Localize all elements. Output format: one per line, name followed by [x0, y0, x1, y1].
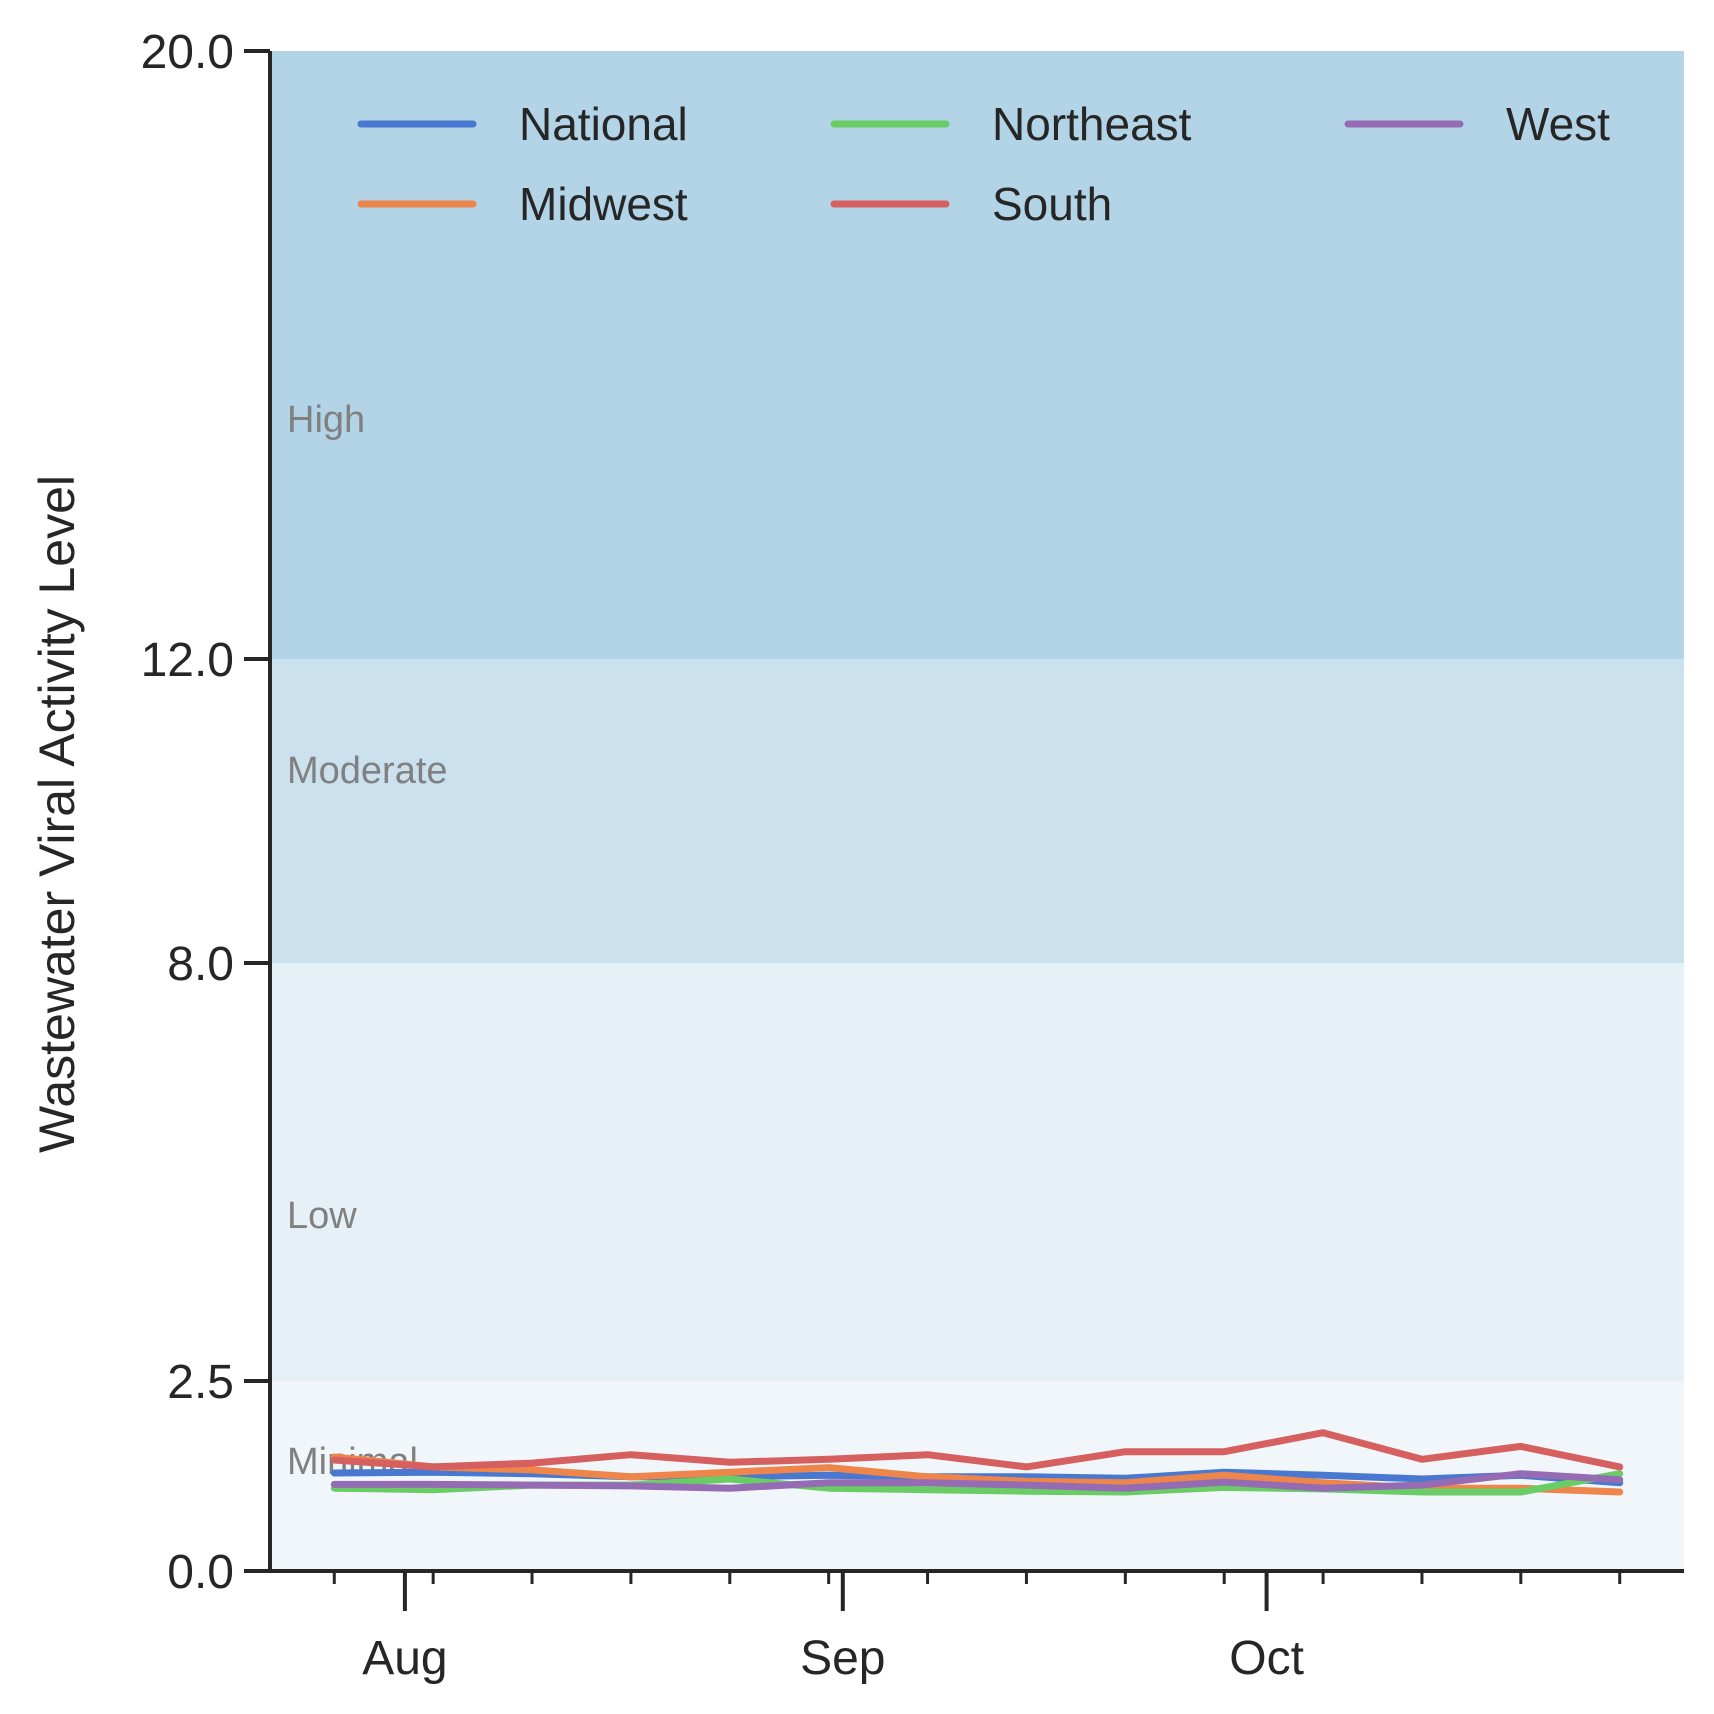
series-line-south: [330, 1429, 1624, 1471]
y-axis-label: Wastewater Viral Activity Level: [29, 475, 85, 1153]
x-tick-label: Aug: [362, 1632, 447, 1685]
band-moderate: [270, 659, 1684, 963]
activity-bands: [270, 51, 1684, 1571]
x-tick-label: Sep: [800, 1632, 885, 1685]
x-tick-label: Oct: [1229, 1632, 1304, 1685]
legend: National Midwest Northeast South West: [357, 98, 1610, 230]
band-label-low: Low: [287, 1195, 357, 1237]
band-label-moderate: Moderate: [287, 750, 448, 792]
legend-label: South: [992, 178, 1112, 230]
legend-item-midwest: Midwest: [357, 178, 688, 230]
axes: 0.0 2.5 8.0 12.0 20.0 Aug Sep Oct: [141, 26, 1684, 1685]
y-tick-label: 20.0: [141, 26, 234, 79]
legend-label: Northeast: [992, 98, 1192, 150]
legend-label: Midwest: [519, 178, 688, 230]
series-line-west: [330, 1470, 1624, 1492]
band-label-high: High: [287, 399, 365, 441]
legend-item-northeast: Northeast: [830, 98, 1192, 150]
y-tick-label: 12.0: [141, 634, 234, 687]
legend-item-west: West: [1344, 98, 1610, 150]
y-tick-label: 0.0: [167, 1546, 234, 1599]
legend-item-national: National: [357, 98, 688, 150]
legend-item-south: South: [830, 178, 1112, 230]
band-low: [270, 963, 1684, 1381]
legend-label: West: [1506, 98, 1610, 150]
y-tick-label: 8.0: [167, 938, 234, 991]
legend-label: National: [519, 98, 688, 150]
y-tick-label: 2.5: [167, 1356, 234, 1409]
series-lines: [330, 1429, 1624, 1496]
band-high: [270, 51, 1684, 659]
